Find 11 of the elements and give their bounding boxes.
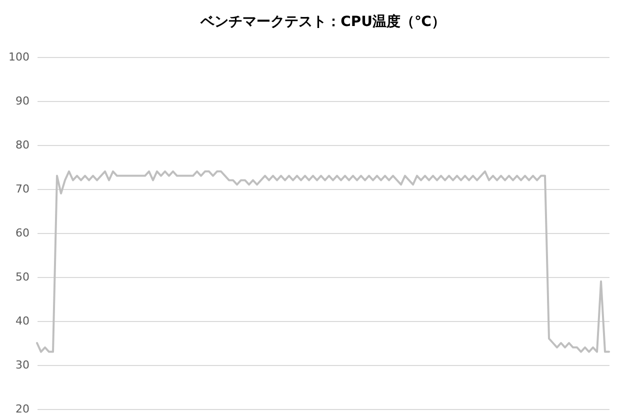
- y-tick-label: 100: [8, 50, 30, 64]
- y-tick-label: 20: [16, 402, 30, 416]
- y-tick-label: 90: [16, 94, 30, 108]
- chart-title: ベンチマークテスト：CPU温度（℃）: [200, 13, 446, 30]
- y-tick-label: 40: [16, 314, 30, 328]
- y-tick-label: 30: [16, 358, 30, 372]
- y-tick-label: 80: [16, 138, 30, 152]
- y-tick-label: 60: [16, 226, 30, 240]
- y-tick-label: 50: [16, 270, 30, 284]
- y-tick-label: 70: [16, 182, 30, 196]
- line-series: [36, 170, 610, 353]
